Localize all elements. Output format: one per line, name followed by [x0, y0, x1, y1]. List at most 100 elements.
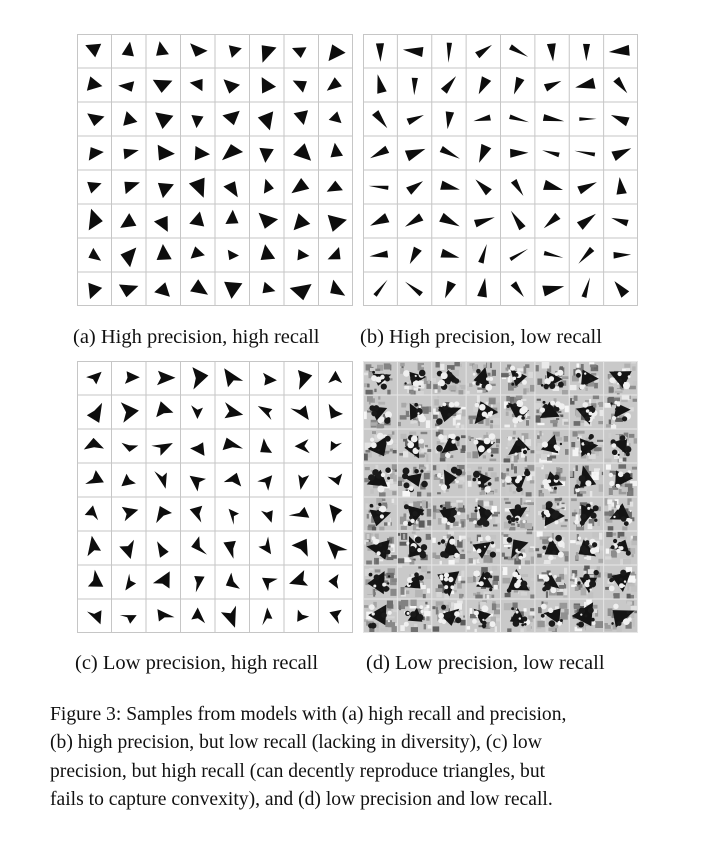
noisy-sample [431, 395, 468, 431]
noisy-sample [534, 531, 570, 565]
noisy-sample [500, 531, 536, 568]
triangle-sample [190, 442, 205, 456]
triangle-sample [297, 249, 310, 261]
noisy-sample [466, 531, 502, 565]
triangle-sample [258, 212, 279, 229]
triangle-sample [411, 77, 418, 96]
noisy-sample [397, 565, 433, 599]
triangle-sample [446, 42, 452, 63]
triangle-sample [157, 609, 175, 622]
triangle-sample [327, 247, 341, 260]
triangle-sample [156, 506, 172, 524]
triangle-sample [257, 406, 273, 420]
triangle-sample [157, 144, 175, 161]
triangle-sample [225, 572, 240, 589]
noisy-sample [397, 395, 434, 429]
triangle-sample [223, 540, 236, 559]
grid-lines [77, 34, 353, 306]
noisy-sample [363, 429, 400, 463]
triangle-sample [87, 535, 101, 557]
triangle-sample [510, 281, 524, 297]
triangle-sample [223, 181, 238, 198]
noisy-sample [466, 395, 504, 430]
triangle-sample [543, 250, 564, 258]
noisy-sample [603, 463, 638, 497]
triangle-sample [326, 77, 342, 91]
triangle-sample [262, 607, 273, 626]
triangle-sample [579, 117, 597, 121]
triangle-sample [402, 47, 424, 57]
triangle-sample [261, 77, 277, 94]
noisy-sample [603, 599, 638, 633]
caption-text-1: Samples from models with (a) high recall… [126, 704, 567, 725]
triangle-sample [191, 536, 207, 555]
triangle-sample [370, 145, 390, 159]
sample-grid-c [77, 361, 353, 633]
triangle-sample [86, 76, 103, 91]
triangle-sample [84, 505, 99, 521]
noisy-sample [363, 463, 399, 498]
sample-grid-a [77, 34, 353, 306]
triangle-sample [223, 472, 242, 487]
triangle-sample [608, 44, 630, 56]
caption-line-3: precision, but high recall (can decently… [50, 760, 546, 782]
triangle-sample [327, 473, 343, 486]
subcaption-b: (b) High precision, low recall [360, 326, 602, 348]
triangle-sample [289, 284, 312, 301]
noisy-sample [569, 497, 604, 531]
noisy-sample [363, 599, 399, 633]
triangle-sample [191, 405, 203, 419]
triangle-sample [375, 43, 384, 62]
noisy-sample [534, 463, 570, 498]
triangle-sample [152, 571, 170, 589]
noisy-sample [397, 497, 436, 532]
triangle-sample [298, 474, 310, 490]
noisy-sample [500, 429, 537, 465]
triangle-sample [228, 508, 239, 525]
noisy-sample [397, 599, 435, 633]
triangle-sample [88, 282, 103, 300]
triangle-sample [189, 505, 203, 523]
triangle-sample [440, 76, 457, 94]
triangle-sample [88, 247, 102, 261]
noisy-sample [603, 565, 638, 601]
triangle-sample [189, 78, 203, 92]
triangle-sample [87, 610, 102, 625]
triangle-sample [440, 180, 460, 190]
noisy-sample [569, 361, 604, 395]
triangle-sample [121, 442, 139, 452]
triangle-sample [291, 178, 310, 194]
triangle-sample [543, 80, 562, 92]
triangle-sample [440, 248, 460, 258]
noisy-sample [431, 463, 468, 497]
noisy-sample [397, 463, 435, 501]
triangle-sample [292, 80, 307, 93]
noisy-sample [569, 429, 605, 463]
triangle-sample [406, 115, 424, 125]
triangle-sample [120, 247, 137, 268]
triangle-sample [86, 371, 102, 385]
triangle-sample [372, 110, 388, 129]
grid-lines [363, 361, 638, 633]
triangle-sample [478, 244, 487, 264]
triangle-sample [190, 279, 208, 295]
noisy-sample [363, 565, 400, 599]
triangle-sample [190, 43, 208, 57]
noisy-sample [363, 361, 398, 397]
triangle-sample [224, 281, 243, 299]
triangle-sample [87, 569, 104, 587]
triangle-sample [224, 368, 244, 388]
triangle-sample [152, 79, 173, 93]
triangle-sample [616, 177, 627, 195]
subcaption-c: (c) Low precision, high recall [75, 652, 319, 674]
triangle-sample [543, 179, 563, 190]
triangle-sample [288, 506, 310, 518]
triangle-sample [576, 213, 596, 230]
triangle-sample [328, 370, 343, 384]
triangle-sample [263, 372, 277, 386]
caption-line-1: Figure 3: Samples from models with (a) h… [50, 701, 664, 729]
triangle-sample [86, 402, 103, 423]
triangle-sample [123, 148, 139, 160]
triangle-sample [123, 111, 138, 126]
figure-caption: Figure 3: Samples from models with (a) h… [50, 701, 664, 814]
